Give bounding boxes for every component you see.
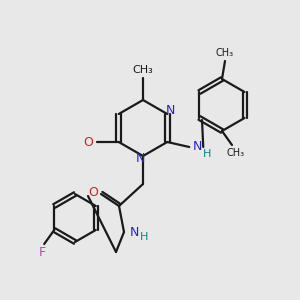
Text: CH₃: CH₃	[227, 148, 245, 158]
Text: O: O	[88, 185, 98, 199]
Text: N: N	[129, 226, 139, 238]
Text: N: N	[193, 140, 202, 154]
Text: H: H	[203, 149, 212, 159]
Text: O: O	[83, 136, 93, 148]
Text: CH₃: CH₃	[216, 48, 234, 58]
Text: H: H	[140, 232, 148, 242]
Text: N: N	[135, 152, 145, 166]
Text: CH₃: CH₃	[133, 65, 153, 75]
Text: F: F	[39, 245, 46, 259]
Text: N: N	[166, 104, 175, 118]
